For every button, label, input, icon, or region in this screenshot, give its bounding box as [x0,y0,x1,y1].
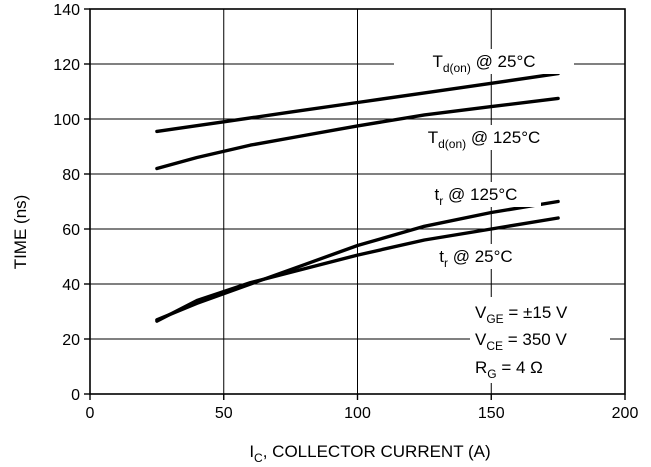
x-axis-label-sub: C [254,451,263,465]
condition-1: VCE = 350 V [475,330,567,353]
condition-0: VGE = ±15 V [475,303,568,326]
series-line-3 [155,216,560,323]
annotations: Td(on) @ 25°C Td(on) @ 125°C tr @ 125°C tr … [389,49,610,383]
x-axis-label: IC, COLLECTOR CURRENT (A) [249,442,490,465]
x-axis-label-rest: , COLLECTOR CURRENT (A) [263,442,491,461]
y-axis-label: TIME (ns) [11,195,30,270]
series-label-backing [416,244,536,269]
y-tick-label: 140 [53,2,80,19]
x-tick-label: 150 [478,405,505,422]
condition-2: RG = 4 Ω [475,358,543,381]
y-tick-label: 80 [62,167,80,184]
axis-ticks: 0 20 40 60 80 100 120 140 0 50 100 150 200 [53,2,638,422]
y-tick-label: 40 [62,277,80,294]
x-tick-label: 50 [215,405,233,422]
series-label-backing [411,182,541,207]
series-label-2: tr @ 125°C [435,185,518,208]
series-label-1: Td(on) @ 125°C [428,128,541,151]
series-label-backing [389,125,579,150]
y-tick-label: 0 [71,387,80,404]
y-tick-label: 120 [53,57,80,74]
y-tick-label: 100 [53,112,80,129]
series-label-backing [394,49,574,74]
series-label-0: Td(on) @ 25°C [432,52,535,75]
series-line-0 [155,71,560,134]
series-line-2 [155,199,560,322]
y-tick-label: 20 [62,332,80,349]
conditions-backing [470,297,610,383]
x-tick-label: 200 [612,405,639,422]
x-axis-label-main: I [249,442,254,461]
x-tick-label: 0 [86,405,95,422]
x-tick-label: 100 [344,405,371,422]
series [155,71,560,323]
y-tick-label: 60 [62,222,80,239]
plot-frame [89,8,626,395]
series-label-3: tr @ 25°C [439,247,512,270]
series-line-1 [155,96,560,171]
